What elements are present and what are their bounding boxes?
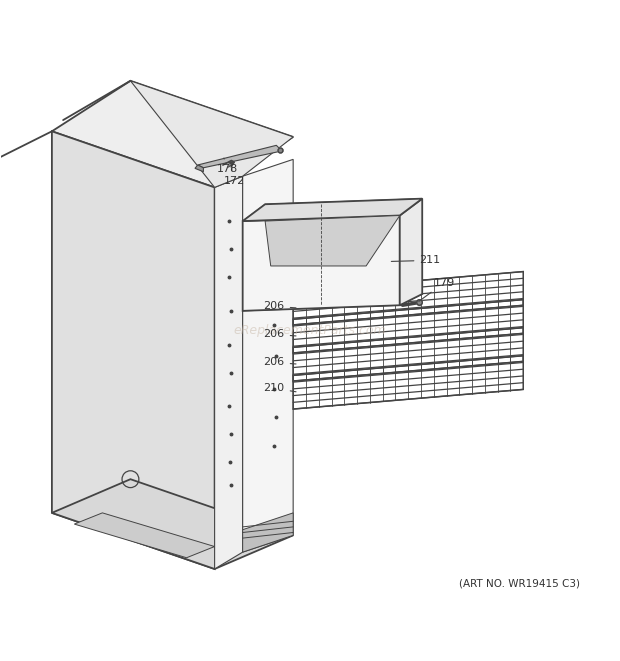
Polygon shape bbox=[293, 299, 523, 353]
Text: 206: 206 bbox=[264, 329, 296, 340]
Polygon shape bbox=[74, 513, 215, 558]
Polygon shape bbox=[242, 215, 400, 311]
Polygon shape bbox=[242, 204, 265, 311]
Text: eReplacementParts.com: eReplacementParts.com bbox=[234, 324, 386, 337]
Text: 178: 178 bbox=[217, 158, 238, 175]
Polygon shape bbox=[400, 199, 422, 305]
Polygon shape bbox=[293, 272, 523, 325]
Text: 206: 206 bbox=[264, 358, 296, 368]
Text: 172: 172 bbox=[224, 167, 246, 186]
Text: 179: 179 bbox=[419, 278, 454, 301]
Polygon shape bbox=[242, 513, 293, 552]
Polygon shape bbox=[52, 479, 293, 569]
Polygon shape bbox=[242, 294, 422, 311]
Polygon shape bbox=[52, 81, 293, 188]
Polygon shape bbox=[130, 81, 293, 188]
Polygon shape bbox=[293, 328, 523, 381]
Polygon shape bbox=[293, 356, 523, 409]
Polygon shape bbox=[260, 199, 422, 294]
Polygon shape bbox=[242, 199, 422, 221]
Polygon shape bbox=[265, 215, 400, 266]
Polygon shape bbox=[242, 159, 293, 552]
Text: 210: 210 bbox=[264, 383, 296, 393]
Polygon shape bbox=[52, 132, 215, 569]
Text: (ART NO. WR19415 C3): (ART NO. WR19415 C3) bbox=[459, 579, 580, 589]
Polygon shape bbox=[195, 165, 203, 172]
Text: 211: 211 bbox=[391, 255, 441, 265]
Polygon shape bbox=[198, 145, 282, 168]
Text: 206: 206 bbox=[264, 301, 296, 311]
Polygon shape bbox=[215, 176, 242, 569]
